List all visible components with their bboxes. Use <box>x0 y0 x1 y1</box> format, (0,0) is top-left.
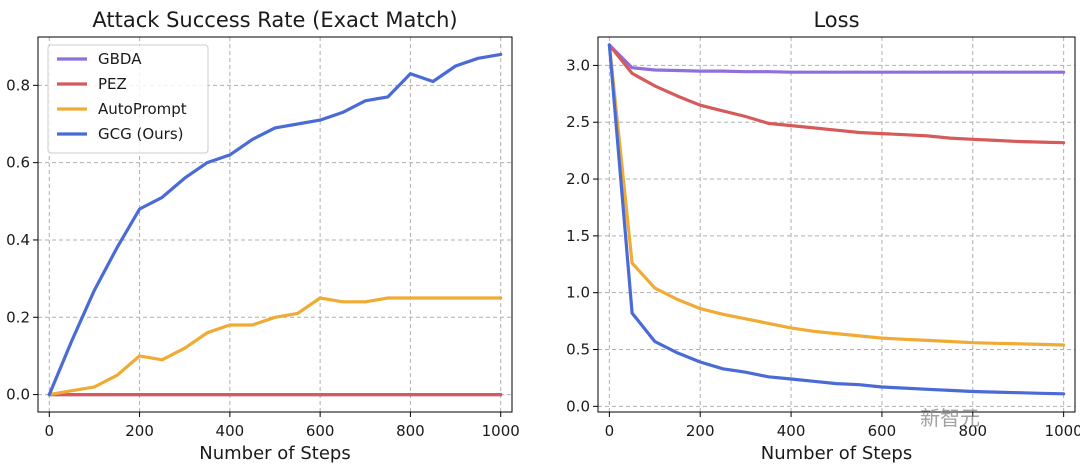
y-tick-label: 1.5 <box>566 227 590 245</box>
series-line-gbda <box>607 43 1066 74</box>
y-tick-label: 0.2 <box>6 308 30 326</box>
series-line-autoprompt <box>607 43 1066 347</box>
y-tick-label: 0.5 <box>566 341 590 359</box>
series-line-gcg-ours <box>47 52 503 397</box>
legend-box <box>47 44 209 154</box>
x-tick-label: 400 <box>216 422 245 440</box>
x-axis-label: Number of Steps <box>199 443 350 464</box>
chart-panel-1: 0 200 400 600 800 1000 0.0 0.2 0.4 0.6 0.8 Attack S… <box>6 8 520 464</box>
series-line-gcg-ours <box>607 43 1066 396</box>
chart-panel-2: 0 200 400 600 800 1000 0.0 0.5 1.0 1.5 2.0 2.5 3.0 Lo… <box>566 8 1080 464</box>
x-tick-label: 1000 <box>482 422 520 440</box>
x-tick-label: 800 <box>958 422 987 440</box>
x-tick-label: 0 <box>605 422 615 440</box>
chart-title: Attack Success Rate (Exact Match) <box>92 8 457 32</box>
y-tick-label: 0.0 <box>566 397 590 415</box>
legend-label: PEZ <box>98 75 127 93</box>
y-tick-label: 0.4 <box>6 231 30 249</box>
x-axis-label: Number of Steps <box>761 443 912 464</box>
x-tick-label: 400 <box>777 422 806 440</box>
legend: GBDA PEZ AutoPrompt GCG (Ours) <box>47 44 209 154</box>
series-line-autoprompt <box>47 296 503 397</box>
plot-frame <box>37 36 513 413</box>
legend-label: GBDA <box>98 50 142 68</box>
x-tick-label: 200 <box>125 422 154 440</box>
plot-frame <box>597 36 1076 413</box>
x-tick-label: 200 <box>686 422 715 440</box>
y-tick-label: 2.0 <box>566 170 590 188</box>
x-tick-label: 600 <box>868 422 897 440</box>
y-tick-label: 0.8 <box>6 76 30 94</box>
x-tick-label: 1000 <box>1045 422 1080 440</box>
legend-label: AutoPrompt <box>98 100 187 118</box>
y-tick-label: 0.0 <box>6 386 30 404</box>
series-line-pez <box>607 43 1066 145</box>
chart-title: Loss <box>813 8 859 32</box>
x-tick-label: 0 <box>45 422 55 440</box>
watermark: 新智元 <box>920 406 980 430</box>
y-tick-label: 2.5 <box>566 113 590 131</box>
legend-label: GCG (Ours) <box>98 125 184 143</box>
x-tick-label: 800 <box>396 422 425 440</box>
y-tick-label: 0.6 <box>6 154 30 172</box>
y-tick-label: 1.0 <box>566 284 590 302</box>
x-tick-label: 600 <box>306 422 335 440</box>
y-tick-label: 3.0 <box>566 56 590 74</box>
